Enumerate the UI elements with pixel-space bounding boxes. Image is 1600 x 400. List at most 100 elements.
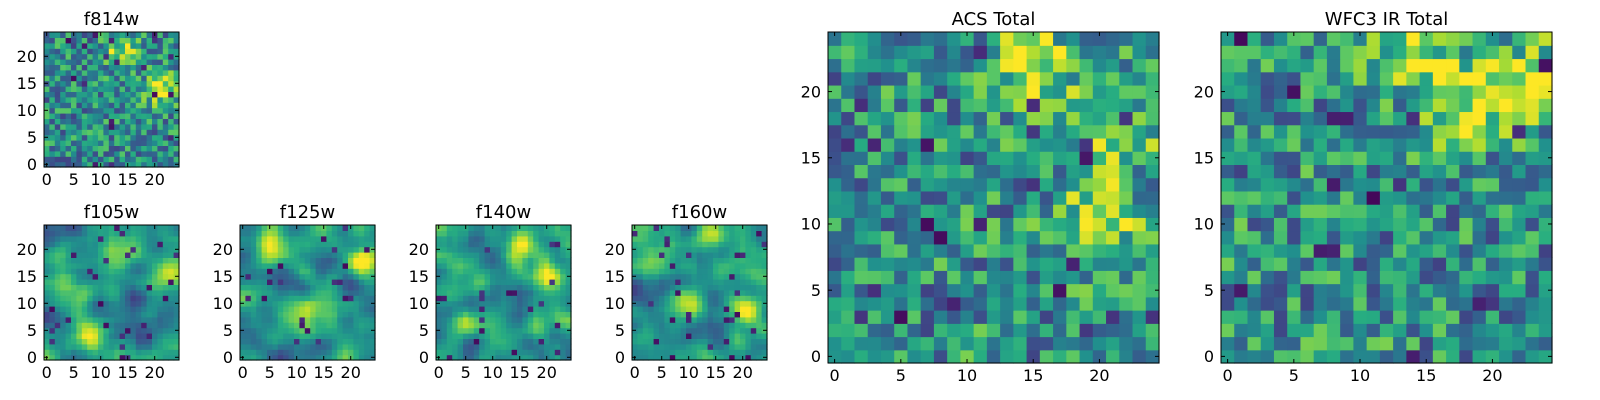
heatmap-cell — [108, 268, 115, 275]
heatmap-cell — [146, 156, 153, 163]
heatmap-cell — [986, 310, 1001, 324]
heatmap-cell — [310, 306, 317, 312]
heatmap-cell — [1485, 177, 1500, 192]
heatmap-cell — [713, 333, 719, 339]
heatmap-cell — [1119, 243, 1134, 258]
heatmap-cell — [245, 289, 252, 296]
heatmap-cell — [152, 123, 158, 130]
heatmap-cell — [321, 300, 327, 307]
heatmap-cell — [1119, 164, 1134, 179]
heatmap-cell — [1366, 204, 1381, 218]
heatmap-cell — [522, 300, 529, 307]
heatmap-cell — [452, 295, 459, 302]
heatmap-cell — [315, 279, 322, 285]
heatmap-cell — [1119, 283, 1134, 298]
heatmap-cell — [920, 151, 935, 165]
heatmap-cell — [1313, 349, 1328, 364]
heatmap-cell — [162, 322, 169, 329]
heatmap-cell — [960, 349, 975, 364]
heatmap-cell — [1366, 270, 1381, 285]
heatmap-cell — [632, 230, 638, 237]
heatmap-cell — [119, 113, 126, 119]
heatmap-cell — [108, 75, 115, 82]
heatmap-cell — [702, 333, 709, 339]
heatmap-cell — [1472, 349, 1487, 364]
heatmap-cell — [331, 262, 338, 269]
heatmap-cell — [522, 246, 529, 253]
heatmap-cell — [1260, 177, 1275, 192]
heatmap-cell — [331, 349, 338, 356]
heatmap-cell — [707, 273, 714, 280]
heatmap-cell — [71, 123, 77, 130]
heatmap-cell — [119, 53, 126, 60]
heatmap-cell — [65, 273, 72, 280]
heatmap-cell — [299, 338, 306, 345]
heatmap-cell — [686, 230, 692, 237]
heatmap-cell — [1287, 349, 1302, 364]
heatmap-cell — [108, 107, 115, 114]
heatmap-cell — [81, 322, 88, 329]
heatmap-cell — [867, 257, 882, 271]
heatmap-cell — [98, 300, 104, 307]
heatmap-cell — [538, 338, 545, 345]
heatmap-cell — [707, 289, 714, 296]
heatmap-cell — [960, 296, 975, 311]
heatmap-cell — [691, 284, 698, 291]
heatmap-cell — [310, 268, 317, 275]
heatmap-cell — [304, 349, 311, 356]
heatmap-cell — [125, 59, 131, 65]
heatmap-cell — [637, 246, 644, 253]
heatmap-cell — [299, 284, 306, 291]
heatmap-cell — [337, 343, 344, 350]
heatmap-cell — [1221, 349, 1235, 364]
heatmap-cell — [517, 300, 523, 307]
heatmap-cell — [1273, 164, 1288, 179]
heatmap-cell — [103, 333, 110, 339]
heatmap-cell — [1353, 177, 1368, 192]
heatmap-cell — [436, 322, 442, 329]
heatmap-cell — [60, 91, 67, 98]
heatmap-cell — [734, 225, 741, 231]
heatmap-cell — [517, 343, 523, 350]
heatmap-cell — [1079, 257, 1094, 271]
heatmap-cell — [750, 338, 757, 345]
heatmap-cell — [565, 333, 572, 339]
heatmap-cell — [637, 333, 644, 339]
heatmap-cell — [463, 284, 469, 291]
heatmap-cell — [907, 124, 922, 139]
heatmap-cell — [98, 96, 104, 103]
chart-title: ACS Total — [952, 9, 1036, 30]
heatmap-cell — [348, 257, 354, 264]
heatmap-cell — [441, 295, 448, 302]
heatmap-cell — [1459, 71, 1474, 86]
heatmap-cell — [1379, 257, 1394, 271]
heatmap-cell — [740, 235, 746, 242]
heatmap-cell — [135, 349, 142, 356]
heatmap-cell — [119, 156, 126, 163]
heatmap-cell — [473, 338, 480, 345]
heatmap-cell — [479, 262, 486, 269]
heatmap-cell — [1446, 151, 1460, 165]
heatmap-cell — [87, 53, 94, 60]
heatmap-cell — [495, 252, 502, 258]
heatmap-cell — [648, 284, 655, 291]
heatmap-cell — [1039, 84, 1054, 99]
heatmap-cell — [54, 69, 61, 76]
heatmap-cell — [81, 134, 88, 141]
heatmap-cell — [310, 246, 317, 253]
heatmap-cell — [473, 322, 480, 329]
heatmap-cell — [637, 316, 644, 323]
heatmap-cell — [130, 107, 137, 114]
heatmap-cell — [828, 257, 842, 271]
heatmap-cell — [326, 230, 333, 237]
heatmap-cell — [369, 279, 376, 285]
heatmap-cell — [479, 338, 486, 345]
heatmap-cell — [283, 262, 290, 269]
heatmap-cell — [173, 145, 180, 152]
heatmap-cell — [119, 273, 126, 280]
heatmap-cell — [1432, 164, 1447, 179]
heatmap-cell — [125, 262, 131, 269]
heatmap-cell — [81, 75, 88, 82]
heatmap-cell — [468, 284, 475, 291]
